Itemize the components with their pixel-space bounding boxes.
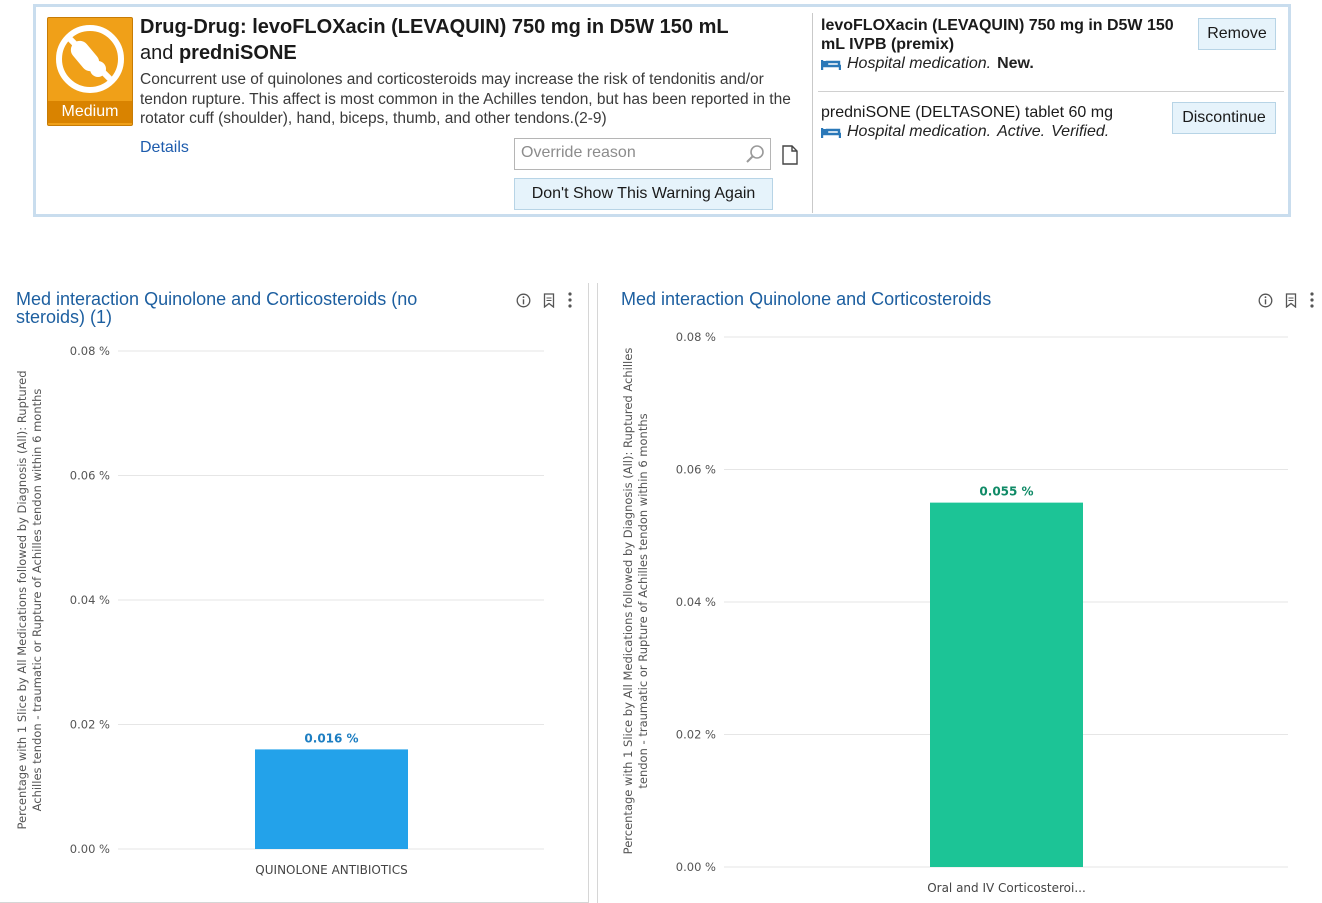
med-verified: Verified.: [1051, 123, 1110, 140]
severity-badge: Medium: [47, 17, 133, 126]
no-pill-icon: [56, 25, 124, 93]
med-source: Hospital medication. Active. Verified.: [821, 122, 1176, 141]
y-tick-label: 0.04 %: [70, 593, 110, 607]
y-axis-label: Percentage with 1 Slice by All Medicatio…: [621, 348, 650, 855]
bookmark-icon[interactable]: [543, 292, 555, 308]
bar: [255, 749, 408, 849]
y-tick-label: 0.00 %: [70, 842, 110, 856]
y-tick-label: 0.06 %: [676, 463, 716, 477]
alert-title-drug1: Drug-Drug: levoFLOXacin (LEVAQUIN) 750 m…: [140, 16, 729, 38]
y-tick-label: 0.04 %: [676, 595, 716, 609]
note-icon[interactable]: [781, 145, 799, 165]
chart-title-line1: Med interaction Quinolone and Corticoste…: [16, 289, 418, 309]
y-tick-label: 0.02 %: [676, 728, 716, 742]
more-vertical-icon[interactable]: [1309, 292, 1315, 308]
y-tick-label: 0.08 %: [70, 344, 110, 358]
y-axis-label-line: Achilles tendon - traumatic or Rupture o…: [30, 389, 44, 812]
med-divider: [818, 91, 1284, 92]
details-link[interactable]: Details: [140, 139, 189, 156]
info-icon[interactable]: [516, 293, 531, 308]
bar-chart-quinolone: 0.00 % 0.02 % 0.04 % 0.06 % 0.08 % Percentage…: [15, 344, 544, 877]
med-status: New.: [997, 55, 1034, 72]
alert-title-drug2: predniSONE: [178, 42, 297, 64]
more-vertical-icon[interactable]: [567, 292, 573, 308]
med-status: Active.: [997, 123, 1046, 140]
bar-chart-corticosteroids: 0.00 % 0.02 % 0.04 % 0.06 % 0.08 % Percentage…: [621, 330, 1288, 895]
med-source-text: Hospital medication.: [847, 55, 992, 72]
discontinue-button[interactable]: Discontinue: [1172, 102, 1276, 134]
chart-panel-left: Med interaction Quinolone and Corticoste…: [0, 283, 589, 903]
med-item-levofloxacin: levoFLOXacin (LEVAQUIN) 750 mg in D5W 15…: [821, 16, 1176, 73]
y-tick-label: 0.06 %: [70, 469, 110, 483]
y-axis-label-line: tendon - traumatic or Rupture of Achille…: [636, 413, 650, 788]
chart-panel-right: Med interaction Quinolone and Corticoste…: [597, 283, 1322, 903]
remove-button[interactable]: Remove: [1198, 18, 1276, 50]
search-icon[interactable]: [745, 144, 765, 164]
med-name: predniSONE (DELTASONE) tablet 60 mg: [821, 104, 1113, 121]
chart-toolbar: [1258, 292, 1315, 308]
chart-title[interactable]: Med interaction Quinolone and Corticoste…: [16, 290, 496, 326]
med-source-text: Hospital medication.: [847, 123, 992, 140]
chart-title-line1: Med interaction Quinolone and Corticoste…: [621, 289, 992, 309]
interaction-alert: Medium Drug-Drug: levoFLOXacin (LEVAQUIN…: [33, 4, 1291, 217]
y-tick-label: 0.02 %: [70, 718, 110, 732]
chart-toolbar: [516, 292, 573, 308]
bar-data-label: 0.016 %: [304, 731, 358, 745]
bar: [930, 502, 1083, 867]
hospital-bed-icon: [821, 59, 841, 70]
info-icon[interactable]: [1258, 293, 1273, 308]
bar-data-label: 0.055 %: [979, 485, 1033, 499]
y-axis-label-line: Percentage with 1 Slice by All Medicatio…: [621, 348, 635, 855]
chart-title-line2: steroids) (1): [16, 307, 113, 327]
y-axis-label-line: Percentage with 1 Slice by All Medicatio…: [15, 370, 29, 829]
override-reason-input[interactable]: [515, 139, 747, 167]
y-tick-label: 0.08 %: [676, 330, 716, 344]
med-name: levoFLOXacin (LEVAQUIN) 750 mg in D5W 15…: [821, 17, 1174, 53]
override-reason-field[interactable]: [514, 138, 771, 170]
bookmark-icon[interactable]: [1285, 292, 1297, 308]
dont-show-again-button[interactable]: Don't Show This Warning Again: [514, 178, 773, 210]
alert-title: Drug-Drug: levoFLOXacin (LEVAQUIN) 750 m…: [140, 14, 810, 66]
med-item-prednisone: predniSONE (DELTASONE) tablet 60 mg Hosp…: [821, 103, 1176, 141]
alert-title-and: and: [140, 42, 174, 64]
y-axis-label: Percentage with 1 Slice by All Medicatio…: [15, 370, 44, 829]
chart-title[interactable]: Med interaction Quinolone and Corticoste…: [621, 290, 1181, 308]
severity-label: Medium: [48, 101, 132, 123]
alert-description: Concurrent use of quinolones and cortico…: [140, 71, 791, 127]
x-category-label: QUINOLONE ANTIBIOTICS: [255, 863, 407, 877]
hospital-bed-icon: [821, 127, 841, 138]
x-category-label: Oral and IV Corticosteroi...: [927, 881, 1086, 895]
y-tick-label: 0.00 %: [676, 860, 716, 874]
med-source: Hospital medication. New.: [821, 54, 1176, 73]
alert-divider: [812, 13, 813, 213]
